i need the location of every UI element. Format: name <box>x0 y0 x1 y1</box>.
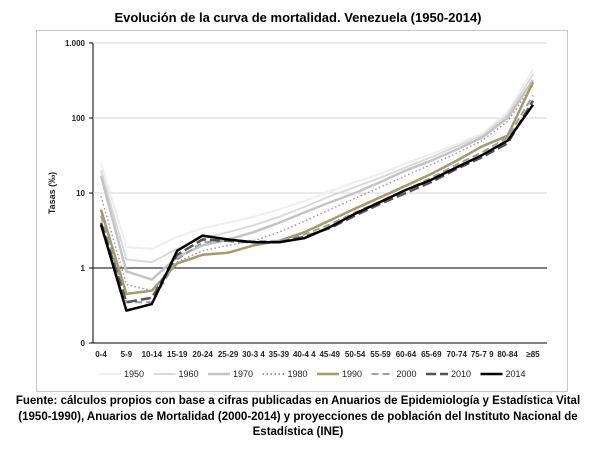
x-tick-label: 25-29 <box>218 350 239 359</box>
x-tick-label: 65-69 <box>421 350 442 359</box>
series-line-1970 <box>99 79 535 281</box>
series-line-1960 <box>100 73 534 264</box>
y-tick-label: 1 <box>81 264 86 273</box>
series-line-1990 <box>99 81 535 296</box>
series-line-2000 <box>100 94 534 304</box>
series-line-2010 <box>99 100 535 304</box>
x-tick-label: 45-49 <box>319 350 340 359</box>
x-tick-label: 55-59 <box>370 350 391 359</box>
legend-label: 2014 <box>506 369 526 379</box>
x-tick-label: 20-24 <box>192 350 213 359</box>
x-tick-label: 50-54 <box>345 350 366 359</box>
legend-label: 1950 <box>124 369 144 379</box>
legend-label: 2010 <box>451 369 471 379</box>
x-tick-label: 75-7 9 <box>471 350 494 359</box>
legend-label: 1980 <box>288 369 308 379</box>
x-tick-label: 5-9 <box>121 350 133 359</box>
y-tick-label: 0 <box>81 339 86 348</box>
source-note: Fuente: cálculos propios con base a cifr… <box>15 395 581 438</box>
x-tick-label: 30-3 4 <box>242 350 265 359</box>
legend-label: 1970 <box>233 369 253 379</box>
x-tick-label: 70-74 <box>447 350 468 359</box>
x-tick-label: ≥85 <box>526 350 540 359</box>
x-tick-label: 10-14 <box>142 350 163 359</box>
legend-label: 1990 <box>342 369 362 379</box>
y-tick-label: 1.000 <box>65 39 86 48</box>
x-tick-label: 40-4 4 <box>293 350 316 359</box>
chart-frame: 1.000 100 10 1 0 Tasas (‰) 0-4 5-9 10-14 15-19 20-… <box>36 30 568 392</box>
x-tick-label: 80-84 <box>497 350 518 359</box>
legend-label: 1960 <box>179 369 199 379</box>
series-line-2014 <box>99 104 535 312</box>
y-tick-label: 10 <box>76 189 85 198</box>
series-line-1980 <box>100 84 534 292</box>
y-axis-label: Tasas (‰) <box>47 172 57 214</box>
chart-title: Evolución de la curva de mortalidad. Ven… <box>114 10 482 25</box>
y-tick-label: 100 <box>72 114 86 123</box>
x-tick-label: 35-39 <box>269 350 290 359</box>
legend-label: 2000 <box>397 369 417 379</box>
series-line-1950 <box>100 68 534 250</box>
x-tick-label: 0-4 <box>95 350 107 359</box>
x-tick-label: 60-64 <box>396 350 417 359</box>
x-tick-label: 15-19 <box>167 350 188 359</box>
